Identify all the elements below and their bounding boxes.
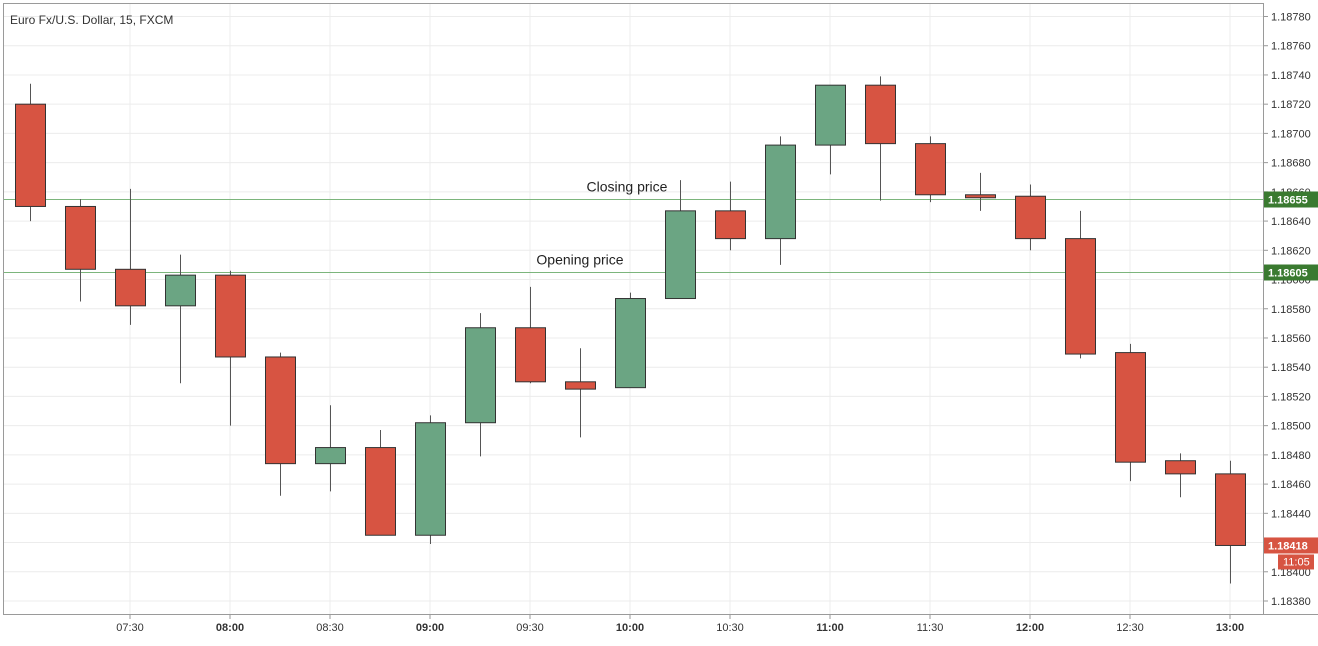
candle-body-down (515, 327, 546, 383)
candle-body-up (765, 144, 796, 240)
y-tick-label: 1.18580 (1271, 304, 1311, 316)
candle-body-down (265, 356, 296, 465)
y-tick-label: 1.18560 (1271, 333, 1311, 345)
reference-line-annotation: Closing price (587, 179, 668, 195)
candle-body-up (665, 210, 696, 300)
y-tick-label: 1.18500 (1271, 421, 1311, 433)
y-tick-label: 1.18760 (1271, 41, 1311, 53)
candle-body-down (115, 268, 146, 307)
y-tick-label: 1.18460 (1271, 479, 1311, 491)
x-tick-label: 08:00 (216, 622, 244, 634)
candle[interactable] (415, 415, 446, 545)
x-tick-label: 11:00 (816, 622, 844, 634)
y-tick-label: 1.18400 (1271, 567, 1311, 579)
y-tick-label: 1.18540 (1271, 362, 1311, 374)
reference-line-annotation: Opening price (536, 252, 623, 268)
candle-body-down (365, 447, 396, 536)
last-price-badge (1264, 537, 1318, 554)
candle[interactable] (365, 430, 396, 536)
candle-body-down (65, 205, 96, 270)
x-tick-label: 13:00 (1216, 622, 1244, 634)
candle-body-down (1165, 460, 1196, 475)
x-tick-label: 09:30 (516, 622, 544, 634)
y-tick-label: 1.18780 (1271, 12, 1311, 24)
y-tick-label: 1.18440 (1271, 508, 1311, 520)
candle[interactable] (865, 76, 896, 201)
y-tick-label: 1.18640 (1271, 216, 1311, 228)
candle-body-down (865, 84, 896, 145)
y-tick-label: 1.18720 (1271, 99, 1311, 111)
y-tick-label: 1.18700 (1271, 128, 1311, 140)
candle[interactable] (465, 313, 496, 457)
candle[interactable] (1015, 184, 1046, 251)
candle-body-down (715, 210, 746, 240)
x-tick-label: 08:30 (316, 622, 344, 634)
candle-body-up (415, 422, 446, 536)
x-tick-label: 10:30 (716, 622, 744, 634)
candle-body-down (1065, 238, 1096, 355)
chart-title: Euro Fx/U.S. Dollar, 15, FXCM (10, 13, 173, 27)
candle[interactable] (115, 188, 146, 325)
y-tick-label: 1.18680 (1271, 158, 1311, 170)
last-price-label: 1.18418 (1268, 540, 1308, 552)
candle[interactable] (965, 172, 996, 211)
candle[interactable] (165, 254, 196, 384)
candle[interactable] (1165, 453, 1196, 498)
y-tick-label: 1.18480 (1271, 450, 1311, 462)
countdown-badge (1278, 554, 1314, 570)
candle[interactable] (565, 348, 596, 438)
candle[interactable] (1215, 460, 1246, 584)
candle-body-up (165, 274, 196, 307)
candle[interactable] (615, 292, 646, 389)
reference-price-badge (1264, 191, 1318, 208)
candle-body-down (1115, 352, 1146, 463)
x-tick-label: 12:00 (1016, 622, 1044, 634)
candle[interactable] (65, 199, 96, 302)
candle-body-up (465, 327, 496, 424)
candle[interactable] (765, 136, 796, 265)
reference-price-label: 1.18605 (1268, 268, 1308, 280)
candle[interactable] (315, 405, 346, 492)
countdown-label: 11:05 (1283, 556, 1310, 568)
candle-body-down (915, 143, 946, 196)
y-tick-label: 1.18380 (1271, 596, 1311, 608)
candle[interactable] (915, 136, 946, 203)
x-tick-label: 12:30 (1116, 622, 1144, 634)
candle-body-down (15, 103, 46, 207)
candle[interactable] (815, 84, 846, 175)
y-tick-label: 1.18740 (1271, 70, 1311, 82)
x-tick-label: 11:30 (917, 622, 944, 634)
candle-body-down (1015, 195, 1046, 240)
candle[interactable] (665, 180, 696, 300)
reference-price-badge (1264, 264, 1318, 281)
y-tick-label: 1.18620 (1271, 245, 1311, 257)
candle-body-down (215, 274, 246, 358)
y-tick-label: 1.18520 (1271, 391, 1311, 403)
candle-body-up (815, 84, 846, 146)
candle[interactable] (715, 181, 746, 251)
candle[interactable] (265, 352, 296, 496)
candle-body-down (565, 381, 596, 390)
candle-body-down (965, 194, 996, 199)
candle[interactable] (1115, 343, 1146, 482)
x-tick-label: 09:00 (416, 622, 444, 634)
candle[interactable] (1065, 210, 1096, 359)
x-tick-label: 07:30 (116, 622, 144, 634)
candle[interactable] (215, 270, 246, 426)
candle[interactable] (515, 286, 546, 384)
candle-body-up (615, 298, 646, 389)
reference-price-label: 1.18655 (1268, 195, 1308, 207)
x-tick-label: 10:00 (616, 622, 644, 634)
candle-body-down (1215, 473, 1246, 546)
candle-body-up (315, 447, 346, 465)
candle[interactable] (15, 83, 46, 222)
